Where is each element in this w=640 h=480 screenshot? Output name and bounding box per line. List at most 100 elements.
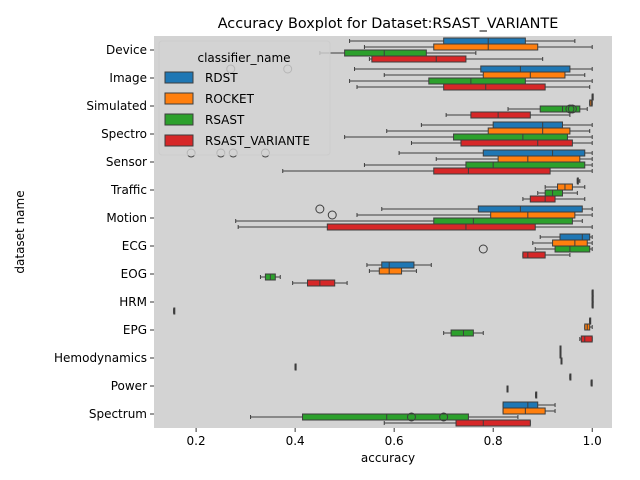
box-hemodynamics — [559, 351, 562, 359]
y-tick-label: Spectrum — [89, 407, 147, 421]
series-rocket — [327, 43, 594, 415]
box-body — [477, 205, 583, 213]
box-body — [443, 37, 526, 45]
x-tick-label: 0.4 — [286, 434, 305, 448]
box-body — [326, 223, 536, 231]
box-spectrum — [250, 412, 519, 422]
box-body — [306, 279, 336, 287]
x-tick-label: 0.6 — [385, 434, 404, 448]
box-epg — [579, 335, 593, 343]
box-body — [529, 195, 556, 203]
box-body — [544, 189, 563, 197]
box-power — [535, 391, 538, 399]
box-body — [502, 407, 546, 415]
x-tick-label: 0.8 — [484, 434, 503, 448]
box-hemodynamics — [560, 357, 563, 365]
y-tick-label: Spectro — [101, 127, 147, 141]
box-hemodynamics — [559, 345, 562, 353]
box-sensor — [282, 167, 593, 175]
legend-label: RSAST_VARIANTE — [205, 134, 310, 148]
box-epg — [589, 317, 592, 325]
box-simulated — [589, 99, 593, 107]
x-tick-label: 1.0 — [583, 434, 602, 448]
y-tick-label: EOG — [121, 267, 147, 281]
box-ecg — [522, 251, 571, 259]
y-tick-label: EPG — [123, 323, 147, 337]
outlier-point — [406, 412, 416, 422]
box-body — [460, 139, 573, 147]
legend-frame — [158, 40, 331, 156]
series-rsast-variante — [173, 55, 593, 427]
box-body — [554, 245, 591, 253]
box-simulated — [445, 111, 571, 119]
x-axis-label: accuracy — [361, 451, 415, 465]
y-tick-label: Simulated — [86, 99, 147, 113]
x-axis: 0.2 0.4 0.6 0.8 1.0 — [187, 428, 602, 448]
box-body — [433, 167, 551, 175]
box-hemodynamics — [294, 363, 297, 371]
box-spectrum — [502, 401, 556, 409]
box-spectrum — [502, 407, 556, 415]
box-body — [450, 329, 474, 337]
box-device — [368, 55, 544, 63]
legend-label: RSAST — [205, 113, 245, 127]
y-tick-label: HRM — [119, 295, 147, 309]
y-axis: Device Image Simulated Spectro Sensor Traffic… — [54, 43, 154, 421]
box-body — [497, 155, 581, 163]
box-body — [470, 111, 531, 119]
box-power — [569, 373, 572, 381]
y-tick-label: Hemodynamics — [54, 351, 147, 365]
box-body — [381, 261, 415, 269]
chart-title: Accuracy Boxplot for Dataset:RSAST_VARIA… — [218, 16, 559, 32]
legend-swatch-rdst — [164, 71, 194, 84]
box-image — [356, 83, 591, 91]
box-body — [482, 71, 566, 79]
y-tick-label: Device — [106, 43, 147, 57]
box-power — [590, 379, 593, 387]
box-eog — [368, 267, 417, 275]
box-body — [465, 161, 586, 169]
box-hrm — [591, 295, 594, 303]
legend-swatch-rocket — [164, 92, 194, 105]
box-device — [363, 43, 593, 51]
y-tick-label: Sensor — [106, 155, 147, 169]
box-body — [487, 127, 571, 135]
outlier-point — [439, 412, 449, 422]
box-body — [522, 251, 546, 259]
legend-title: classifier_name — [197, 51, 290, 65]
series-rdst — [186, 37, 594, 409]
legend-label: ROCKET — [205, 92, 255, 106]
box-body — [453, 133, 568, 141]
outlier-point — [327, 210, 337, 220]
y-tick-label: Power — [111, 379, 147, 393]
box-body — [443, 83, 546, 91]
box-hrm — [591, 301, 594, 309]
y-tick-label: Traffic — [110, 183, 147, 197]
box-body — [433, 217, 573, 225]
box-body — [302, 413, 469, 421]
box-hrm — [173, 307, 176, 315]
box-body — [433, 43, 539, 51]
box-power — [506, 385, 509, 393]
x-tick-label: 0.2 — [187, 434, 206, 448]
box-body — [428, 77, 526, 85]
box-epg — [443, 329, 484, 337]
box-spectro — [420, 121, 593, 129]
box-body — [492, 121, 563, 129]
box-traffic — [544, 183, 586, 191]
box-spectro — [410, 139, 593, 147]
box-ecg — [539, 233, 593, 241]
box-ecg — [478, 244, 593, 254]
outlier-point — [478, 244, 488, 254]
box-body — [482, 149, 586, 157]
box-eog — [259, 273, 281, 281]
legend-swatch-rsast — [164, 113, 194, 126]
box-body — [580, 335, 593, 343]
box-hrm — [591, 289, 594, 297]
box-motion — [237, 223, 593, 231]
box-body — [502, 401, 539, 409]
box-body — [480, 65, 571, 73]
y-tick-label: ECG — [122, 239, 147, 253]
outlier-point — [315, 204, 325, 214]
box-eog — [292, 279, 348, 287]
